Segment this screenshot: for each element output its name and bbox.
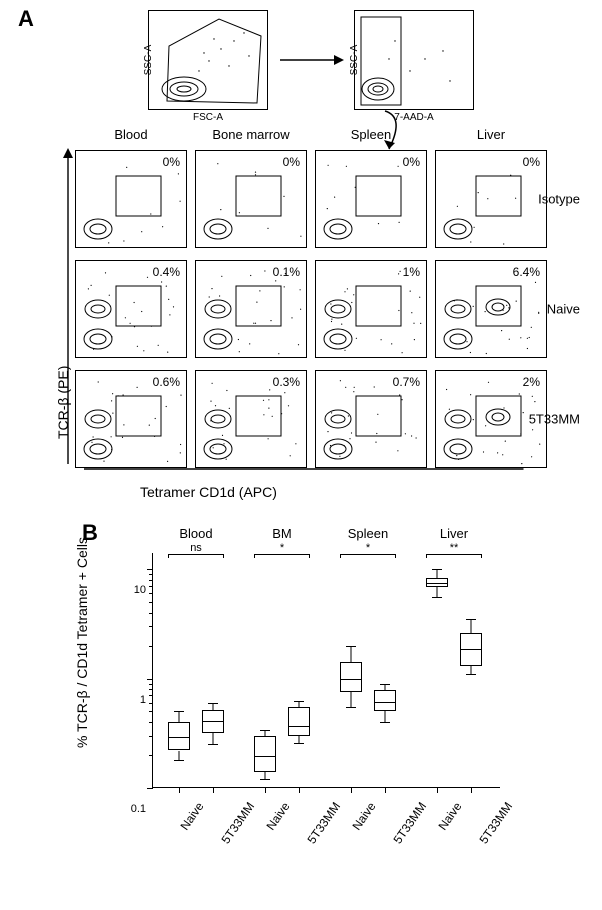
facs-plot: 0.3% [195,370,307,468]
y-axis-title: % TCR-β / CD1d Tetramer + Cells [74,537,90,748]
gating-plot-fsc-ssc: SSC-A FSC-A [148,10,268,110]
box-whisker [202,548,224,818]
box-whisker [426,548,448,818]
x-axis-arrow-icon [80,461,542,477]
boxplot-chart: % TCR-β / CD1d Tetramer + Cells 0.1110Bl… [120,548,500,818]
axis-label: FSC-A [193,112,223,123]
gate-percent: 0% [403,155,420,169]
box-whisker [374,548,396,818]
box-whisker [460,548,482,818]
gate-percent: 0.7% [393,375,420,389]
column-header: Blood [75,128,187,142]
row-label: Isotype [538,192,580,207]
row-label: 5T33MM [529,412,580,427]
gate-percent: 0% [283,155,300,169]
facs-plot: 1% [315,260,427,358]
significance-label: ** [450,542,459,554]
facs-plot: 0% [315,150,427,248]
column-headers: Blood Bone marrow Spleen Liver [50,128,572,146]
y-axis-line [152,553,153,788]
facs-plot: 0.6% [75,370,187,468]
facs-grid-wrap: 0% 0% 0% 0% 0.4% [50,150,572,508]
y-tick-label: 10 [120,584,146,614]
panel-b: B % TCR-β / CD1d Tetramer + Cells 0.1110… [0,548,602,888]
facs-plot: 0% [195,150,307,248]
gate-percent: 6.4% [513,265,540,279]
contour-icon [149,11,269,111]
gate-percent: 1% [403,265,420,279]
facs-plot: 0.7% [315,370,427,468]
group-header: Liver [440,526,468,541]
gating-row: SSC-A FSC-A S [50,10,572,110]
box-whisker [168,548,190,818]
figure: A SSC-A FSC-A [0,0,602,888]
x-tick-label: 5T33MM [477,800,525,854]
panel-a: A SSC-A FSC-A [0,0,602,508]
gate-percent: 0% [523,155,540,169]
row-label: Naive [547,302,580,317]
facs-plot: 6.4% [435,260,547,358]
significance-label: * [366,542,370,554]
facs-grid: 0% 0% 0% 0% 0.4% [50,150,572,468]
significance-label: * [280,542,284,554]
facs-plot: 0.1% [195,260,307,358]
gate-percent: 0.4% [153,265,180,279]
arrow-right-icon [278,50,344,70]
y-tick-label: 0.1 [120,803,146,833]
gate-percent: 0.6% [153,375,180,389]
y-axis-title: TCR-β (PE) [55,366,71,439]
facs-plot: 0.4% [75,260,187,358]
column-header: Liver [435,128,547,142]
group-header: Blood [179,526,212,541]
y-tick-label: 1 [120,694,146,724]
gate-percent: 0.3% [273,375,300,389]
column-header: Bone marrow [195,128,307,142]
x-axis-title: Tetramer CD1d (APC) [140,484,277,500]
box-whisker [288,548,310,818]
contour-icon [355,11,475,111]
box-whisker [254,548,276,818]
gate-percent: 0.1% [273,265,300,279]
gate-percent: 0% [163,155,180,169]
group-header: Spleen [348,526,388,541]
facs-plot: 0% [75,150,187,248]
gating-plot-7aad-ssc: SSC-A 7-AAD-A [354,10,474,110]
significance-label: ns [190,542,202,554]
facs-plot: 0% [435,150,547,248]
gate-percent: 2% [523,375,540,389]
group-header: BM [272,526,292,541]
box-whisker [340,548,362,818]
panel-a-label: A [18,6,34,32]
